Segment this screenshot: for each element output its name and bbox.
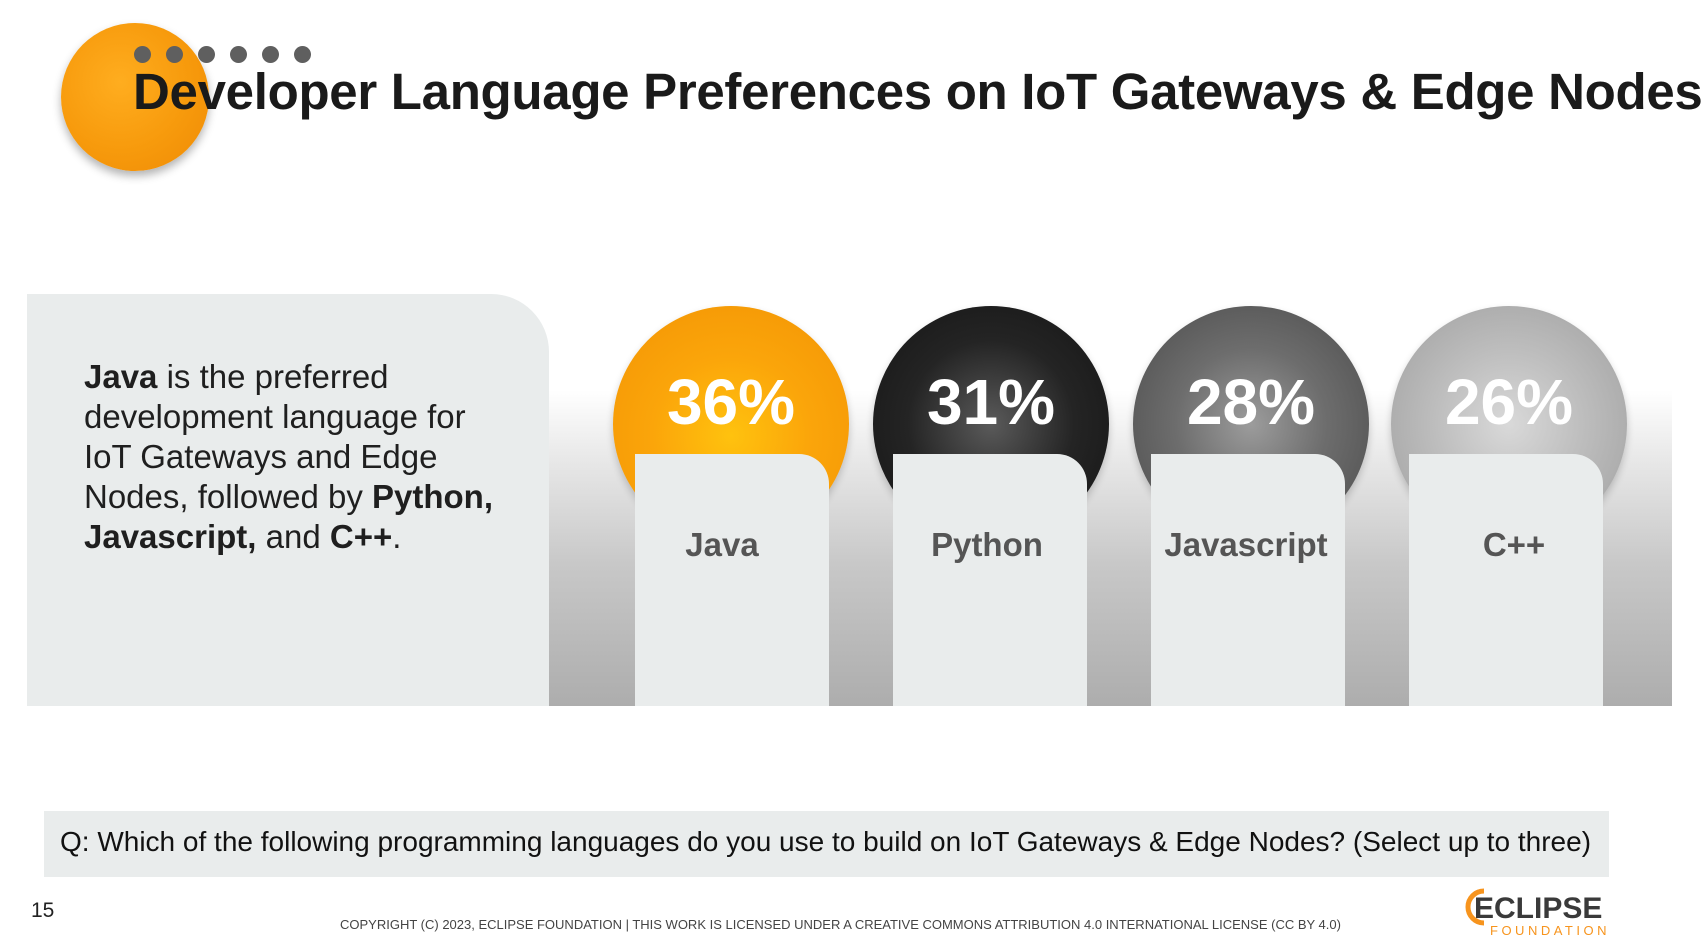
logo-word: ECLIPSE [1474,892,1602,925]
category-card-cpp [1409,454,1603,706]
question-bar [44,811,1609,877]
dot-icon [230,46,247,63]
value-label-cpp: 26% [1444,366,1574,438]
eclipse-foundation-logo: ECLIPSE FOUNDATION [1465,888,1610,937]
value-label-python: 31% [926,366,1056,438]
dot-icon [166,46,183,63]
category-label-java: Java [685,526,759,563]
summary-text: Java is the preferred development langua… [84,357,514,557]
summary-panel [27,294,549,706]
summary-text-part: and [256,518,330,555]
summary-text-part: is the preferred development language fo… [84,358,466,515]
summary-emphasis-java: Java [84,358,158,395]
dot-icon [134,46,151,63]
category-card-javascript [1151,454,1345,706]
decorative-orange-circle [61,23,209,171]
category-card-java [635,454,829,706]
summary-emphasis-cpp: C++ [329,518,393,555]
decorative-dots [134,46,311,63]
category-label-javascript: Javascript [1164,526,1328,563]
category-label-python: Python [931,526,1043,563]
dot-icon [262,46,279,63]
summary-text-part: . [392,518,402,555]
category-card-python [893,454,1087,706]
dot-icon [198,46,215,63]
value-label-javascript: 28% [1186,366,1316,438]
copyright-footer: COPYRIGHT (C) 2023, ECLIPSE FOUNDATION |… [340,917,1341,932]
eclipse-arc-icon [1465,888,1485,926]
page-number: 15 [31,899,55,922]
category-label-cpp: C++ [1482,526,1546,563]
dot-icon [294,46,311,63]
logo-subword: FOUNDATION [1490,923,1610,937]
page-title: Developer Language Preferences on IoT Ga… [133,63,1703,120]
summary-emphasis-python-javascript: Python, Javascript, [84,478,493,555]
value-label-java: 36% [666,366,796,438]
survey-question: Q: Which of the following programming la… [60,826,1592,857]
